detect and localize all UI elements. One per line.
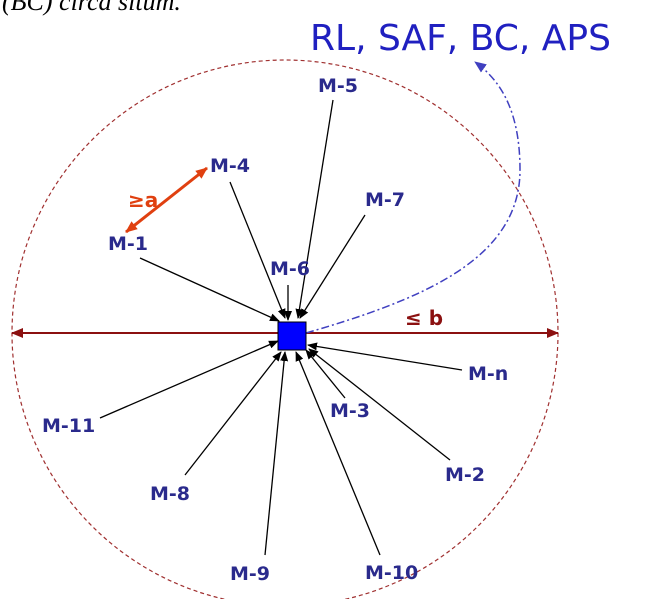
node-label: M-n (468, 363, 508, 385)
min-distance-arrow (125, 166, 208, 234)
link (307, 342, 463, 371)
node-label: M-6 (270, 258, 310, 280)
min-distance-label: ≥a (128, 188, 158, 212)
links (99, 99, 463, 556)
node-label: M-1 (108, 233, 148, 255)
link (184, 351, 282, 476)
node-label: M-4 (210, 155, 250, 177)
link (308, 348, 451, 461)
title: RL, SAF, BC, APS (310, 18, 611, 59)
node-label: M-9 (230, 563, 270, 585)
node-label: M-7 (365, 189, 405, 211)
link (305, 349, 346, 399)
max-distance-label: ≤ b (405, 306, 443, 330)
link (299, 214, 366, 319)
link (99, 340, 279, 419)
link-curve (305, 61, 521, 334)
node-label: M-5 (318, 75, 358, 97)
node-label: M-3 (330, 400, 370, 422)
center-node (277, 321, 307, 351)
node-label: M-8 (150, 483, 190, 505)
link (229, 181, 286, 319)
link (139, 257, 280, 322)
node-label: M-10 (365, 562, 418, 584)
node-label: M-2 (445, 464, 485, 486)
node-label: M-11 (42, 415, 95, 437)
link (295, 99, 334, 319)
link (264, 351, 289, 556)
caption: (BC) circa situm. (2, 0, 181, 16)
link (295, 351, 381, 556)
